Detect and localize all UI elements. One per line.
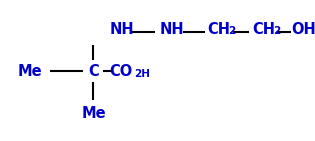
Text: NH: NH — [160, 23, 185, 38]
Text: NH: NH — [110, 23, 135, 38]
Text: OH: OH — [291, 23, 315, 38]
Text: 2: 2 — [273, 26, 280, 36]
Text: CH: CH — [207, 23, 230, 38]
Text: Me: Me — [18, 64, 43, 80]
Text: CO: CO — [109, 64, 132, 80]
Text: 2H: 2H — [134, 69, 150, 79]
Text: C: C — [88, 64, 99, 80]
Text: 2: 2 — [228, 26, 235, 36]
Text: Me: Me — [82, 106, 106, 122]
Text: CH: CH — [252, 23, 275, 38]
